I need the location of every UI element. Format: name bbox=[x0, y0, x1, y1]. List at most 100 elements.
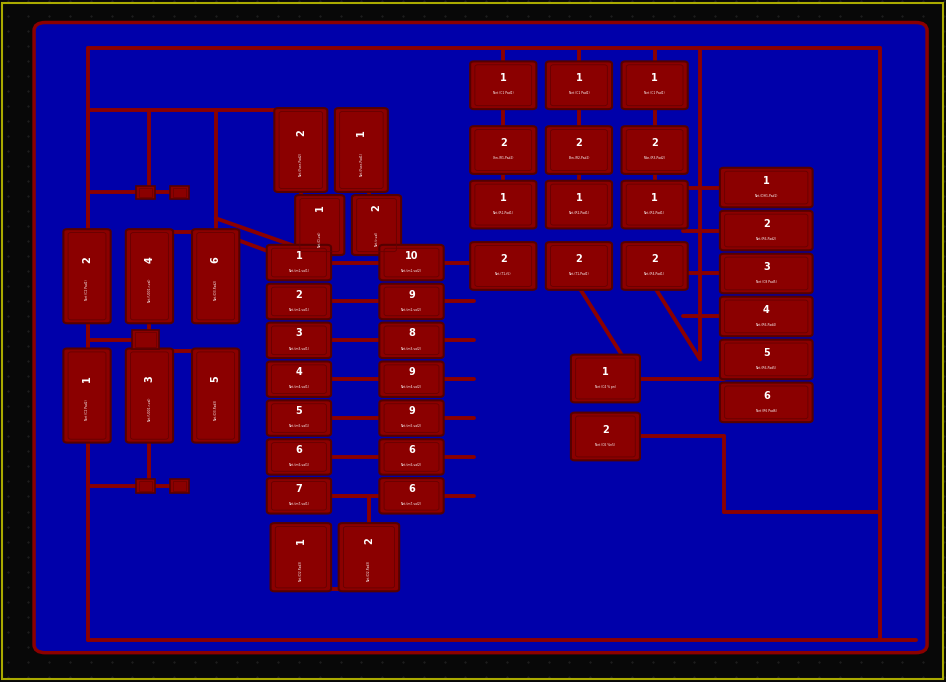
Text: Mnn-(R3-Pad2): Mnn-(R3-Pad2) bbox=[643, 156, 666, 160]
FancyBboxPatch shape bbox=[546, 181, 612, 228]
FancyBboxPatch shape bbox=[470, 61, 536, 109]
Text: 9: 9 bbox=[408, 290, 415, 299]
FancyBboxPatch shape bbox=[379, 323, 444, 358]
FancyBboxPatch shape bbox=[192, 229, 239, 323]
Text: 9: 9 bbox=[408, 368, 415, 377]
Text: Net-(m7-val2): Net-(m7-val2) bbox=[401, 502, 422, 506]
Text: 6: 6 bbox=[211, 256, 220, 263]
FancyBboxPatch shape bbox=[267, 478, 331, 514]
Text: 2: 2 bbox=[651, 254, 658, 264]
FancyBboxPatch shape bbox=[546, 242, 612, 290]
Text: Net-(R1-Pad1): Net-(R1-Pad1) bbox=[493, 211, 514, 215]
Text: Net-(m2-val1): Net-(m2-val1) bbox=[289, 308, 309, 312]
Text: 1: 1 bbox=[296, 537, 306, 544]
FancyBboxPatch shape bbox=[570, 355, 640, 402]
Text: 3: 3 bbox=[295, 329, 303, 338]
FancyBboxPatch shape bbox=[274, 108, 327, 192]
Text: 2: 2 bbox=[499, 254, 507, 264]
Text: 2: 2 bbox=[364, 537, 374, 544]
Text: Net (C1 Pad1): Net (C1 Pad1) bbox=[644, 91, 665, 95]
FancyBboxPatch shape bbox=[267, 284, 331, 319]
FancyBboxPatch shape bbox=[379, 478, 444, 514]
Text: 2: 2 bbox=[295, 290, 303, 299]
Text: 2: 2 bbox=[82, 256, 92, 263]
Text: Net-(R2-Pad1): Net-(R2-Pad1) bbox=[644, 211, 665, 215]
Text: 1: 1 bbox=[602, 367, 609, 376]
Text: Net-(T1-Pad1): Net-(T1-Pad1) bbox=[569, 272, 589, 276]
FancyBboxPatch shape bbox=[470, 242, 536, 290]
Text: 6: 6 bbox=[408, 484, 415, 494]
FancyBboxPatch shape bbox=[267, 323, 331, 358]
Text: 2: 2 bbox=[762, 219, 770, 228]
Text: 4: 4 bbox=[762, 305, 770, 314]
Text: Net-(D2-Pad3): Net-(D2-Pad3) bbox=[367, 561, 371, 581]
Text: Net-(m6-val1): Net-(m6-val1) bbox=[289, 463, 309, 467]
Text: 9: 9 bbox=[408, 406, 415, 416]
Text: Net-(m5-val2): Net-(m5-val2) bbox=[401, 424, 422, 428]
Text: Net-(R6-Pad2): Net-(R6-Pad2) bbox=[756, 237, 777, 241]
Text: 1: 1 bbox=[651, 193, 658, 203]
Text: Net (C2 Pad2): Net (C2 Pad2) bbox=[85, 399, 89, 419]
FancyBboxPatch shape bbox=[352, 195, 401, 255]
Bar bbox=[136, 186, 155, 199]
FancyBboxPatch shape bbox=[546, 61, 612, 109]
FancyBboxPatch shape bbox=[622, 181, 688, 228]
Bar bbox=[132, 330, 159, 349]
Text: Net-(m5-val1): Net-(m5-val1) bbox=[289, 424, 309, 428]
Text: Net-(r-val): Net-(r-val) bbox=[375, 231, 378, 246]
Text: 4: 4 bbox=[295, 368, 303, 377]
Bar bbox=[139, 188, 152, 197]
Text: 7: 7 bbox=[295, 484, 303, 494]
Text: 5: 5 bbox=[762, 348, 770, 357]
Text: 1: 1 bbox=[499, 74, 507, 83]
Bar bbox=[139, 481, 152, 491]
FancyBboxPatch shape bbox=[339, 523, 399, 591]
FancyBboxPatch shape bbox=[720, 211, 813, 250]
Text: 1: 1 bbox=[82, 375, 92, 382]
FancyBboxPatch shape bbox=[379, 361, 444, 397]
Text: Net-(R6-Pad4): Net-(R6-Pad4) bbox=[756, 323, 777, 327]
Text: Net (C1 Pad1): Net (C1 Pad1) bbox=[493, 91, 514, 95]
FancyBboxPatch shape bbox=[267, 400, 331, 436]
Text: 1: 1 bbox=[762, 176, 770, 186]
Text: 1: 1 bbox=[651, 74, 658, 83]
Text: 6: 6 bbox=[408, 445, 415, 455]
FancyBboxPatch shape bbox=[271, 523, 331, 591]
Text: Net-(U001-r-val): Net-(U001-r-val) bbox=[148, 397, 151, 421]
Text: Net-(DH1-Pad1): Net-(DH1-Pad1) bbox=[755, 194, 778, 198]
Text: 1: 1 bbox=[499, 193, 507, 203]
Bar bbox=[136, 479, 155, 493]
FancyBboxPatch shape bbox=[470, 126, 536, 174]
FancyBboxPatch shape bbox=[546, 126, 612, 174]
Text: Net-(m2-val2): Net-(m2-val2) bbox=[401, 308, 422, 312]
Text: Net (C2 Pad1): Net (C2 Pad1) bbox=[85, 280, 89, 300]
FancyBboxPatch shape bbox=[267, 361, 331, 397]
FancyBboxPatch shape bbox=[622, 242, 688, 290]
Text: Bnn-(R2-Pad2): Bnn-(R2-Pad2) bbox=[569, 156, 589, 160]
Text: Net-(R6-Pad5): Net-(R6-Pad5) bbox=[756, 366, 777, 370]
Text: 1: 1 bbox=[295, 251, 303, 261]
Text: 8: 8 bbox=[408, 329, 415, 338]
Text: Net-(D2-Pad3): Net-(D2-Pad3) bbox=[299, 561, 303, 581]
Text: 1: 1 bbox=[357, 130, 366, 136]
FancyBboxPatch shape bbox=[379, 284, 444, 319]
FancyBboxPatch shape bbox=[267, 245, 331, 280]
Text: Net-(m1-val1): Net-(m1-val1) bbox=[289, 269, 309, 273]
Bar bbox=[135, 332, 156, 347]
Bar bbox=[170, 186, 189, 199]
Text: 5: 5 bbox=[295, 406, 303, 416]
FancyBboxPatch shape bbox=[720, 340, 813, 379]
Bar bbox=[173, 188, 186, 197]
Text: Net-(D3-Pad2): Net-(D3-Pad2) bbox=[214, 280, 218, 300]
Text: Net-(T1-t5): Net-(T1-t5) bbox=[495, 272, 512, 276]
Text: Net-(U001-r-val): Net-(U001-r-val) bbox=[148, 278, 151, 302]
FancyBboxPatch shape bbox=[267, 439, 331, 475]
Text: Net-(m6-val2): Net-(m6-val2) bbox=[401, 463, 422, 467]
Text: Net (C4 % pn): Net (C4 % pn) bbox=[595, 385, 616, 389]
Text: Net-(R2-Pad1): Net-(R2-Pad1) bbox=[569, 211, 589, 215]
Text: Net-(m7-val1): Net-(m7-val1) bbox=[289, 502, 309, 506]
Text: Net-(m4-val2): Net-(m4-val2) bbox=[401, 385, 422, 389]
Text: Net-(m4-val1): Net-(m4-val1) bbox=[289, 385, 309, 389]
FancyBboxPatch shape bbox=[34, 23, 927, 653]
FancyBboxPatch shape bbox=[335, 108, 388, 192]
